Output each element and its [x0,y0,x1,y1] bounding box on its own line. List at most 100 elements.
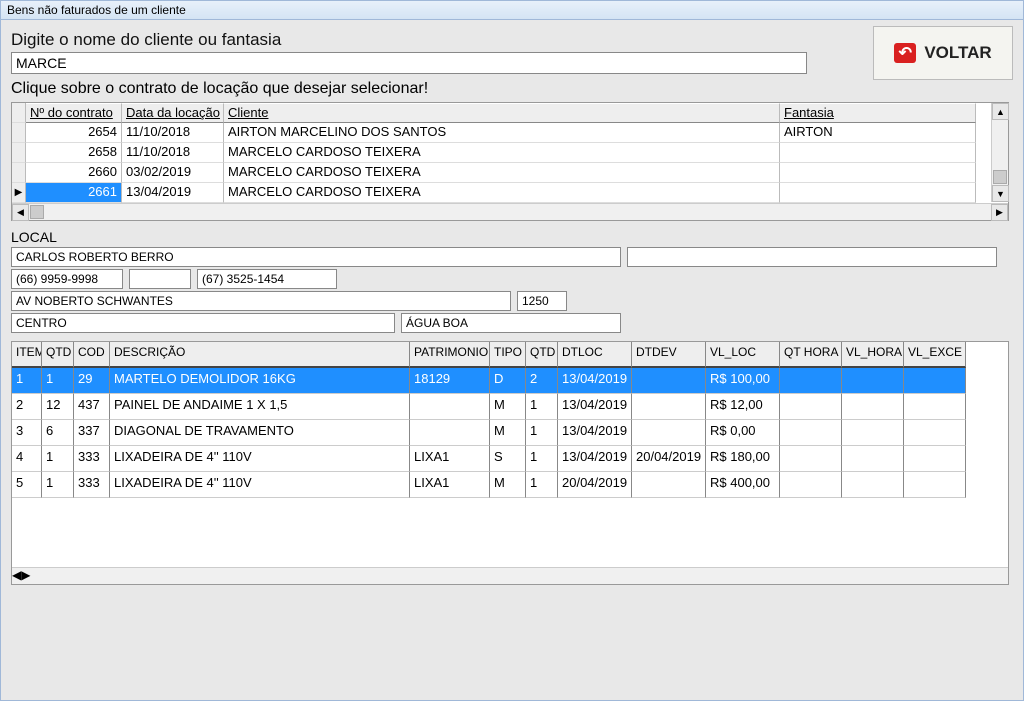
client-search-input[interactable] [11,52,807,74]
items-scroll-horizontal[interactable]: ◀ ▶ [12,567,1008,584]
cell-item: 5 [12,472,42,498]
cell-qtd: 12 [42,394,74,420]
local-addrnum-field[interactable] [517,291,567,311]
row-indicator: ▶ [12,183,26,203]
table-row[interactable]: 265811/10/2018MARCELO CARDOSO TEIXERA [12,143,1008,163]
contracts-scroll-vertical[interactable]: ▲ ▼ [991,103,1008,202]
cell-dtdev [632,368,706,394]
cell-vlhora [842,472,904,498]
instruction-text: Clique sobre o contrato de locação que d… [11,80,811,98]
table-row[interactable]: 1129MARTELO DEMOLIDOR 16KG18129D213/04/2… [12,368,1008,394]
table-row[interactable]: 266003/02/2019MARCELO CARDOSO TEIXERA [12,163,1008,183]
local-city-field[interactable] [401,313,621,333]
col-qtd[interactable]: QTD [42,342,74,368]
table-row[interactable]: 51333LIXADEIRA DE 4'' 110VLIXA1M120/04/2… [12,472,1008,498]
scroll-thumb-h[interactable] [30,205,44,219]
cell-qthora [780,368,842,394]
content-area: Digite o nome do cliente ou fantasia Cli… [1,20,1023,591]
search-prompt: Digite o nome do cliente ou fantasia [11,30,811,50]
cell-vlhora [842,420,904,446]
cell-desc: LIXADEIRA DE 4'' 110V [110,446,410,472]
table-row[interactable]: 212437PAINEL DE ANDAIME 1 X 1,5M113/04/2… [12,394,1008,420]
cell-tipo: M [490,420,526,446]
cell-qtd2: 2 [526,368,558,394]
col-item[interactable]: ITEM [12,342,42,368]
cell-vlhora [842,368,904,394]
cell-dtdev [632,472,706,498]
col-cod[interactable]: COD [74,342,110,368]
local-extra-field[interactable] [627,247,997,267]
scroll-up-icon[interactable]: ▲ [992,103,1009,120]
col-vlhora[interactable]: VL_HORA [842,342,904,368]
col-vlexce[interactable]: VL_EXCE [904,342,966,368]
cell-dtloc: 20/04/2019 [558,472,632,498]
col-vlloc[interactable]: VL_LOC [706,342,780,368]
cell-date: 11/10/2018 [122,143,224,163]
cell-client: MARCELO CARDOSO TEIXERA [224,183,780,203]
contracts-grid[interactable]: Nº do contrato Data da locação Cliente F… [11,102,1009,221]
table-row[interactable]: ▶266113/04/2019MARCELO CARDOSO TEIXERA [12,183,1008,203]
cell-desc: PAINEL DE ANDAIME 1 X 1,5 [110,394,410,420]
col-contract-fantasy[interactable]: Fantasia [780,103,976,123]
cell-vlexce [904,394,966,420]
cell-cod: 333 [74,446,110,472]
local-address-field[interactable] [11,291,511,311]
col-contract-date[interactable]: Data da locação [122,103,224,123]
table-row[interactable]: 265411/10/2018AIRTON MARCELINO DOS SANTO… [12,123,1008,143]
col-desc[interactable]: DESCRIÇÃO [110,342,410,368]
cell-desc: MARTELO DEMOLIDOR 16KG [110,368,410,394]
cell-tipo: M [490,394,526,420]
cell-patr [410,420,490,446]
col-dtloc[interactable]: DTLOC [558,342,632,368]
cell-num: 2661 [26,183,122,203]
local-section: LOCAL [11,229,1013,333]
local-district-field[interactable] [11,313,395,333]
row-indicator [12,163,26,183]
scroll-right-icon[interactable]: ▶ [991,204,1008,221]
cell-num: 2660 [26,163,122,183]
cell-qtd: 1 [42,446,74,472]
contracts-header-row: Nº do contrato Data da locação Cliente F… [12,103,1008,123]
voltar-button[interactable]: ↶ VOLTAR [873,26,1013,80]
col-contract-client[interactable]: Cliente [224,103,780,123]
cell-qtd2: 1 [526,394,558,420]
cell-vlloc: R$ 100,00 [706,368,780,394]
scroll-left-icon[interactable]: ◀ [12,204,29,221]
cell-item: 3 [12,420,42,446]
row-indicator [12,143,26,163]
local-name-field[interactable] [11,247,621,267]
contracts-scroll-horizontal[interactable]: ◀ ▶ [12,203,1008,220]
cell-client: MARCELO CARDOSO TEIXERA [224,143,780,163]
cell-vlloc: R$ 400,00 [706,472,780,498]
cell-cod: 437 [74,394,110,420]
cell-date: 03/02/2019 [122,163,224,183]
local-blank-field[interactable] [129,269,191,289]
items-grid[interactable]: ITEM QTD COD DESCRIÇÃO PATRIMONIO TIPO Q… [11,341,1009,585]
cell-vlloc: R$ 0,00 [706,420,780,446]
scroll-right-icon[interactable]: ▶ [21,568,30,584]
cell-fantasy: AIRTON [780,123,976,143]
cell-dtdev [632,420,706,446]
cell-num: 2654 [26,123,122,143]
col-tipo[interactable]: TIPO [490,342,526,368]
items-header-row: ITEM QTD COD DESCRIÇÃO PATRIMONIO TIPO Q… [12,342,1008,368]
local-phone1-field[interactable] [11,269,123,289]
cell-vlexce [904,472,966,498]
table-row[interactable]: 36337DIAGONAL DE TRAVAMENTOM113/04/2019R… [12,420,1008,446]
local-phone2-field[interactable] [197,269,337,289]
back-icon: ↶ [894,43,916,63]
cell-num: 2658 [26,143,122,163]
voltar-label: VOLTAR [924,43,991,63]
col-qthora[interactable]: QT HORA [780,342,842,368]
col-dtdev[interactable]: DTDEV [632,342,706,368]
cell-qtd: 1 [42,368,74,394]
col-qtd2[interactable]: QTD [526,342,558,368]
col-contract-num[interactable]: Nº do contrato [26,103,122,123]
col-patr[interactable]: PATRIMONIO [410,342,490,368]
table-row[interactable]: 41333LIXADEIRA DE 4'' 110VLIXA1S113/04/2… [12,446,1008,472]
scroll-left-icon[interactable]: ◀ [12,568,21,584]
cell-qthora [780,394,842,420]
scroll-thumb[interactable] [993,170,1007,184]
scroll-down-icon[interactable]: ▼ [992,185,1009,202]
cell-patr [410,394,490,420]
